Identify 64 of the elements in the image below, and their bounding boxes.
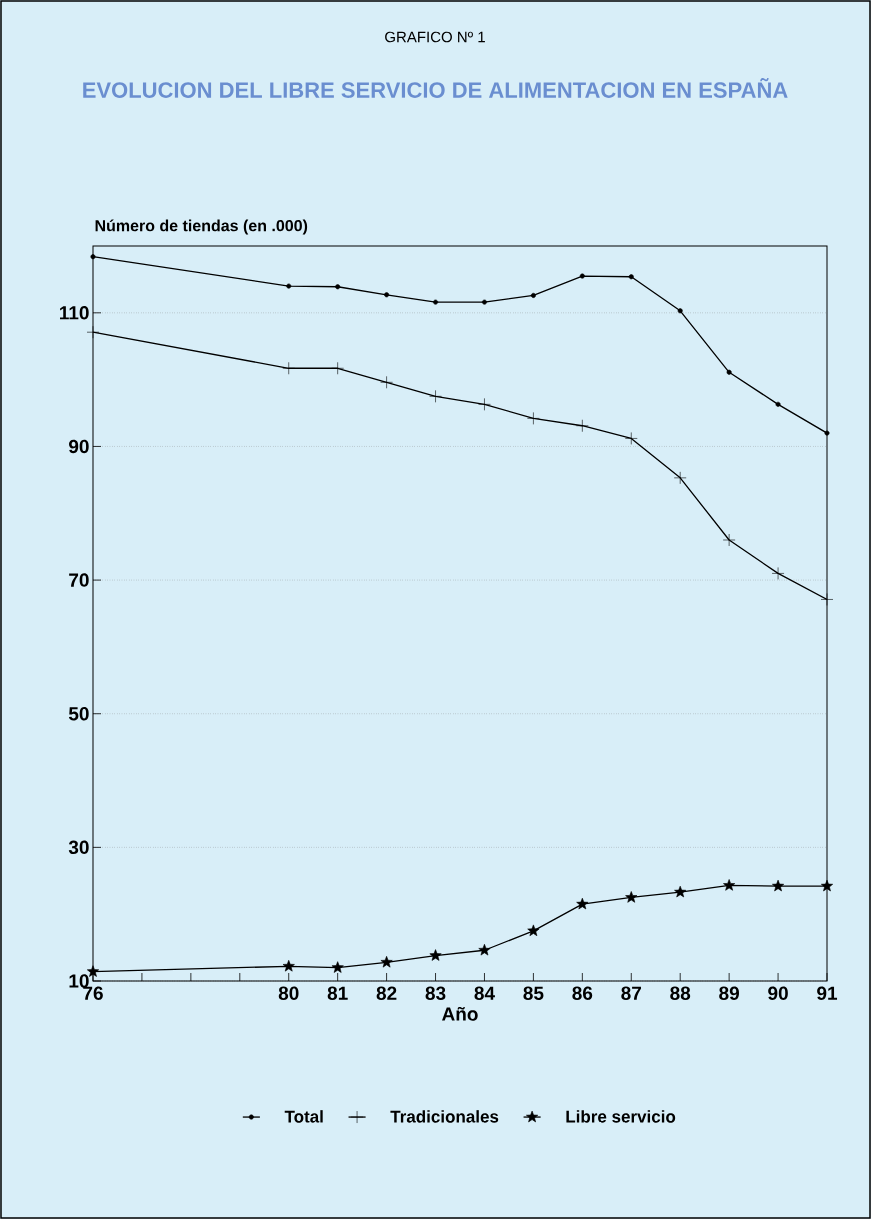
point [478, 398, 491, 411]
x-tick-label: 85 [523, 986, 544, 1000]
x-tick-label: 89 [719, 986, 739, 1000]
x-tick-label: 88 [670, 986, 691, 1000]
point [775, 401, 781, 407]
legend-label: Total [284, 1110, 323, 1123]
x-tick-label: 82 [376, 986, 397, 1000]
point [624, 432, 638, 445]
point [625, 891, 638, 903]
point [429, 949, 442, 961]
x-tick-label: 90 [768, 986, 788, 1000]
x-tick-label: 80 [278, 986, 299, 1000]
point [723, 879, 736, 891]
point [380, 955, 393, 968]
point [674, 885, 687, 898]
x-tick-label: 86 [572, 986, 593, 1000]
point [335, 284, 341, 290]
legend-label: Libre servicio [566, 1110, 676, 1123]
point [90, 254, 96, 260]
legend-label: Tradicionales [390, 1110, 499, 1123]
point [478, 943, 491, 956]
y-tick-label: 30 [68, 840, 89, 855]
point [576, 419, 589, 433]
point [677, 308, 683, 314]
point [726, 369, 732, 375]
x-tick-label: 76 [83, 986, 103, 1000]
y-tick-label: 110 [60, 306, 89, 320]
x-tick-label: 91 [817, 986, 838, 1000]
point [429, 390, 442, 403]
point [481, 299, 487, 305]
point [820, 593, 834, 606]
point [380, 376, 393, 389]
point [384, 292, 390, 298]
y-axis-title: Número de tiendas (en .000) [95, 219, 308, 235]
point [579, 273, 585, 279]
point [527, 412, 540, 425]
point [824, 430, 830, 436]
point [576, 897, 589, 910]
chart-title: GRAFICO Nº 1 [385, 31, 485, 43]
point [331, 961, 344, 973]
y-tick-label: 70 [69, 573, 89, 587]
point [771, 567, 785, 580]
point [282, 361, 296, 375]
point [772, 879, 785, 892]
x-tick-label: 87 [621, 986, 641, 1000]
point [530, 292, 536, 298]
point [86, 325, 100, 339]
point [282, 960, 295, 972]
y-tick-label: 10 [69, 974, 89, 988]
point [433, 299, 439, 305]
x-tick-label: 84 [474, 986, 495, 1000]
point [331, 361, 344, 375]
chart-subtitle: EVOLUCION DEL LIBRE SERVICIO DE ALIMENTACION EN ESPAÑA [83, 78, 788, 98]
point [673, 471, 687, 485]
x-tick-label: 81 [327, 986, 348, 1000]
point [286, 283, 292, 289]
y-tick-label: 90 [68, 439, 89, 454]
x-tick-label: 83 [425, 986, 446, 1001]
point [722, 533, 736, 547]
point [628, 274, 634, 280]
point [821, 879, 834, 892]
x-axis-title: Año [442, 1006, 478, 1021]
y-tick-label: 50 [68, 707, 89, 721]
point [527, 924, 540, 937]
